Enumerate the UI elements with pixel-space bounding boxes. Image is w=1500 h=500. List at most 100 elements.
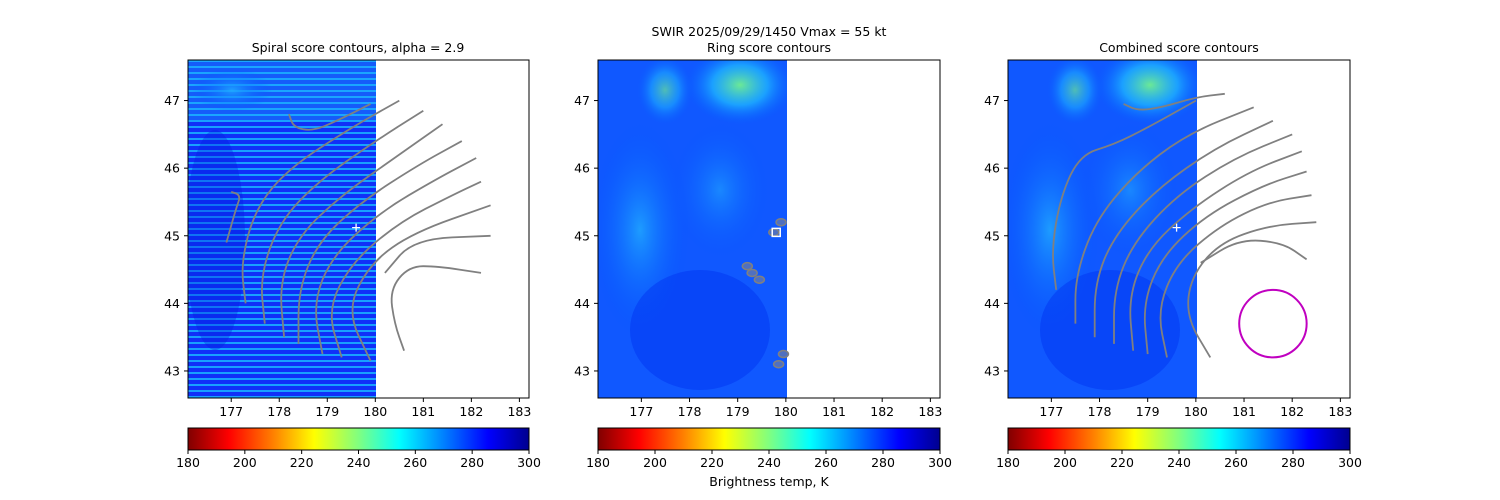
axes-frame-ring <box>597 59 941 399</box>
ring-contour-blob <box>775 217 787 227</box>
panel-spiral: Spiral score contours, alpha = 2.9 177 17… <box>164 40 531 419</box>
axes-frame-combined <box>1007 59 1351 399</box>
contour-line <box>225 190 241 243</box>
contour-line <box>1159 194 1312 358</box>
x-tick-label: 177 <box>219 404 243 419</box>
colorbar-tick-label: 280 <box>1281 455 1305 470</box>
y-tick-label: 43 <box>574 363 590 378</box>
y-tick-label: 44 <box>574 296 590 311</box>
contour-line <box>1123 92 1225 111</box>
colorbar-ring: 180 200 220 240 260 280 300 Brightness temp, K <box>586 427 952 489</box>
colorbar-tick-label: 180 <box>996 455 1020 470</box>
score-contours-combined <box>1052 92 1317 358</box>
x-tick-label: 183 <box>507 404 531 419</box>
colorbar-tick-label: 260 <box>814 455 838 470</box>
x-tick-label: 181 <box>822 404 846 419</box>
y-tick-label: 45 <box>984 228 1000 243</box>
panel-ring: Ring score contours 177 178 179 180 181 182 18… <box>574 40 942 419</box>
colorbar-tick-label: 240 <box>347 455 371 470</box>
axes-frame-spiral <box>187 59 530 399</box>
x-tick-label: 179 <box>1136 404 1160 419</box>
colorbar-tick-label: 200 <box>233 455 257 470</box>
y-tick-label: 44 <box>164 296 180 311</box>
colorbar-label: Brightness temp, K <box>709 474 829 489</box>
contour-line <box>288 103 371 131</box>
panel-title-spiral: Spiral score contours, alpha = 2.9 <box>252 40 465 55</box>
y-tick-label: 43 <box>984 363 1000 378</box>
x-tick-label: 177 <box>1039 404 1063 419</box>
y-tick-label: 44 <box>984 296 1000 311</box>
center-marker <box>1172 223 1181 232</box>
colorbar-tick-label: 220 <box>700 455 724 470</box>
colorbar-tick-label: 300 <box>1338 455 1362 470</box>
contour-line <box>241 99 400 304</box>
colorbar-spiral: 180 200 220 240 260 280 300 <box>176 427 541 470</box>
x-tick-label: 180 <box>363 404 387 419</box>
ring-contour-blob <box>741 261 754 271</box>
y-tick-label: 43 <box>164 363 180 378</box>
ring-contour-blob <box>746 268 758 278</box>
colorbar-tick-label: 180 <box>586 455 610 470</box>
ring-score-contours <box>741 217 790 369</box>
colorbar-tick-label: 220 <box>290 455 314 470</box>
y-tick-label: 45 <box>164 228 180 243</box>
score-contours-spiral <box>225 99 491 362</box>
colorbar-tick-label: 240 <box>1167 455 1191 470</box>
contour-line <box>330 180 482 358</box>
x-tick-label: 182 <box>870 404 894 419</box>
colorbar-tick-label: 280 <box>460 455 484 470</box>
colorbar-tick-label: 180 <box>176 455 200 470</box>
y-tick-label: 45 <box>574 228 590 243</box>
colorbar-tick-label: 280 <box>871 455 895 470</box>
colorbar-tick-label: 240 <box>757 455 781 470</box>
contour-line <box>1052 99 1197 290</box>
contour-line <box>1074 106 1255 324</box>
y-tick-label: 46 <box>574 161 590 176</box>
y-tick-label: 46 <box>164 161 180 176</box>
ring-contour-blob <box>753 275 766 284</box>
y-tick-label: 47 <box>574 93 590 108</box>
x-tick-label: 180 <box>1184 404 1208 419</box>
colorbar-tick-label: 200 <box>643 455 667 470</box>
x-tick-label: 181 <box>1232 404 1256 419</box>
contour-line <box>351 204 491 362</box>
colorbar-tick-label: 260 <box>1224 455 1248 470</box>
colorbar-tick-label: 200 <box>1053 455 1077 470</box>
panel-combined: Combined score contours 177 178 179 180 181 1… <box>984 40 1352 419</box>
x-tick-label: 178 <box>678 404 702 419</box>
center-marker <box>352 223 361 232</box>
x-tick-label: 183 <box>1328 404 1352 419</box>
panel-title-ring: Ring score contours <box>707 40 831 55</box>
contour-line <box>1200 239 1308 264</box>
y-tick-label: 47 <box>984 93 1000 108</box>
contour-line <box>1129 150 1303 351</box>
contour-line <box>1143 170 1307 355</box>
y-tick-label: 46 <box>984 161 1000 176</box>
ring-contour-blob <box>768 228 780 237</box>
colorbar-tick-label: 300 <box>517 455 541 470</box>
contour-line <box>315 157 477 355</box>
colorbar-tick-label: 260 <box>403 455 427 470</box>
colorbar-tick-label: 300 <box>928 455 952 470</box>
colorbar-combined: 180 200 220 240 260 280 300 <box>996 427 1362 470</box>
contour-line <box>297 140 463 344</box>
contour-line <box>1113 133 1293 344</box>
contour-line <box>390 265 482 352</box>
x-tick-label: 182 <box>459 404 483 419</box>
x-tick-label: 177 <box>629 404 653 419</box>
best-center-circle <box>1238 288 1308 359</box>
panel-title-combined: Combined score contours <box>1099 40 1259 55</box>
x-tick-label: 178 <box>1088 404 1112 419</box>
x-tick-label: 178 <box>267 404 291 419</box>
figure-suptitle: SWIR 2025/09/29/1450 Vmax = 55 kt <box>652 24 887 39</box>
y-tick-label: 47 <box>164 93 180 108</box>
colorbar-tick-label: 220 <box>1110 455 1134 470</box>
contour-line <box>1093 119 1274 338</box>
x-tick-label: 181 <box>411 404 435 419</box>
contour-line <box>261 109 424 324</box>
center-marker <box>771 227 781 238</box>
contour-line <box>280 123 444 338</box>
x-tick-label: 183 <box>918 404 942 419</box>
contour-line <box>384 234 491 274</box>
